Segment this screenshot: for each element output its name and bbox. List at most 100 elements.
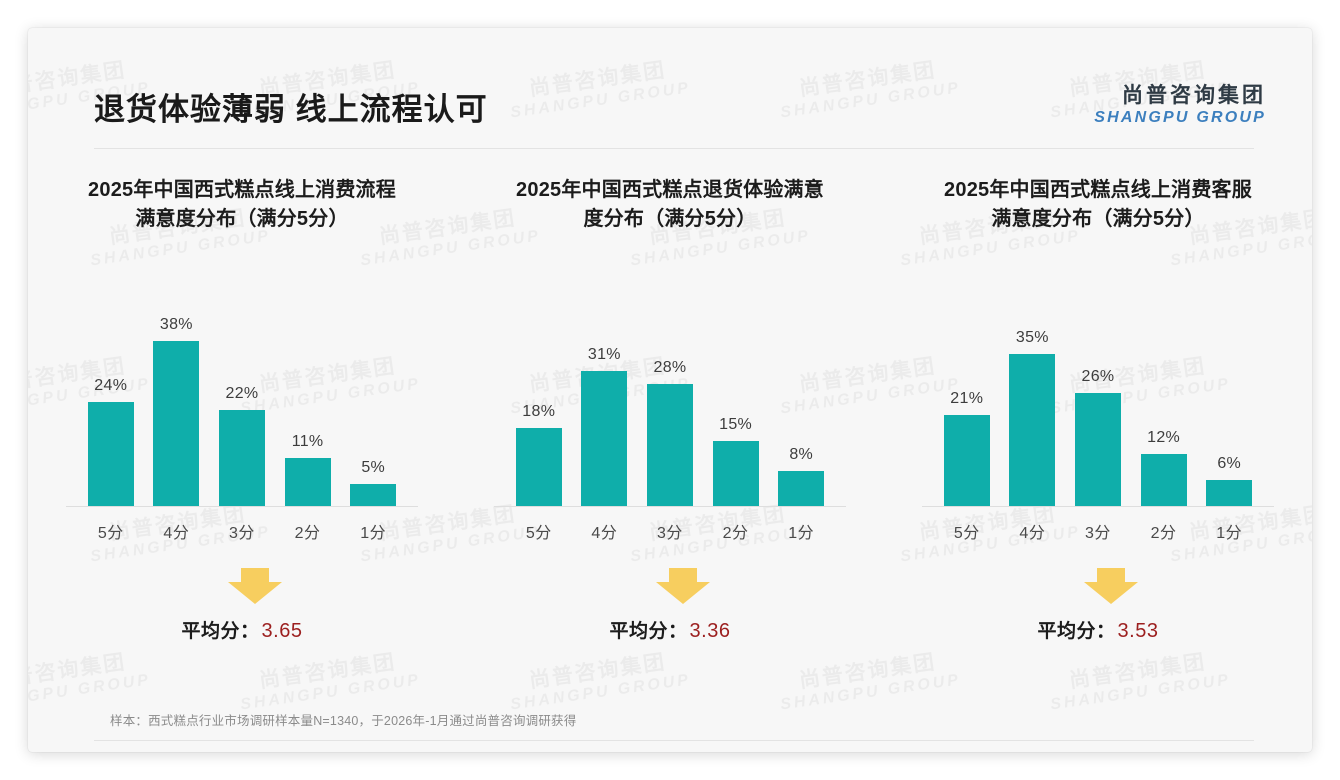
x-axis-tick-label: 1分 [360,525,387,542]
bar-item: 5% [342,306,404,506]
bar-item: 8% [770,306,832,506]
bar-item: 22% [211,306,273,506]
brand-logo: 尚普咨询集团 SHANGPU GROUP [1094,84,1266,127]
bar-value-label: 24% [94,377,128,394]
footer-divider [94,740,1254,741]
charts-row: 2025年中国西式糕点线上消费流程满意度分布（满分5分） 24% 38% 22% 11… [28,176,1312,676]
slide-header: 退货体验薄弱 线上流程认可 尚普咨询集团 SHANGPU GROUP [28,28,1312,127]
bar-item: 21% [936,306,998,506]
down-arrow-icon [656,568,710,604]
bar-item: 6% [1198,306,1260,506]
bar-value-label: 6% [1217,455,1242,472]
x-axis-tick-label: 5分 [953,525,980,542]
sample-footnote: 样本：西式糕点行业市场调研样本量N=1340，于2026年-1月通过尚普咨询调研… [110,714,577,728]
bar-value-label: 26% [1081,368,1115,385]
bar-value-label: 11% [291,433,324,450]
chart-title-3: 2025年中国西式糕点线上消费客服满意度分布（满分5分） [944,179,1252,230]
chart-panel-2: 2025年中国西式糕点退货体验满意度分布（满分5分） 18% 31% 28% 15% 8… [456,176,884,676]
bar-value-label: 38% [159,316,193,333]
bar [284,458,331,506]
logo-chinese-text: 尚普咨询集团 [1122,84,1266,107]
bar [1206,480,1253,506]
bar-item: 35% [1002,306,1064,506]
x-axis-tick-label: 1分 [1216,525,1243,542]
down-arrow-icon [228,568,282,604]
bar-value-label: 21% [950,390,984,407]
chart-plot-3: 21% 35% 26% 12% 6% 5分 4分 3分 2分 1分 [884,284,1312,552]
bar-item: 12% [1133,306,1195,506]
average-score-2: 平均分： 3.36 [456,616,884,643]
average-score-1: 平均分： 3.65 [28,616,456,643]
x-axis-tick-label: 3分 [657,525,683,542]
bar [646,384,693,506]
x-axis-tick-label: 4分 [1019,525,1046,542]
x-axis-line-1 [66,506,418,507]
bar-value-label: 31% [587,346,621,363]
bar [515,428,562,506]
slide-footer: ©2026.1 SHANGPU GROUP www.shangpu-china.… [28,740,1312,752]
x-axis-tick-label: 5分 [97,525,124,542]
x-axis-tick-label: 2分 [722,525,749,542]
bar-value-label: 15% [719,416,753,433]
bar [581,371,628,506]
x-axis-line-3 [922,506,1274,507]
bar-value-label: 5% [361,459,386,476]
chart-plot-2: 18% 31% 28% 15% 8% 5分 4分 3分 2分 1分 [456,284,884,552]
bar-value-label: 35% [1015,329,1049,346]
bar-item: 24% [80,306,142,506]
bar [1140,454,1187,506]
page-title: 退货体验薄弱 线上流程认可 [94,92,488,127]
bar-group-3: 21% 35% 26% 12% 6% [936,306,1260,506]
logo-english-text: SHANGPU GROUP [1094,109,1266,127]
bar [778,471,825,506]
bar-value-label: 12% [1147,429,1181,446]
average-label-3: 平均分： [1037,621,1116,642]
average-value-1: 3.65 [261,620,303,642]
bar-item: 31% [574,306,636,506]
down-arrow-icon [1084,568,1138,604]
x-axis-labels-2: 5分 4分 3分 2分 1分 [508,514,832,548]
bar [1074,393,1121,506]
bar-value-label: 22% [225,385,259,402]
bar-value-label: 8% [789,446,814,463]
average-label-1: 平均分： [181,621,260,642]
bar-value-label: 18% [522,403,556,420]
bar-value-label: 28% [653,359,687,376]
x-axis-tick-label: 3分 [229,525,255,542]
average-score-3: 平均分： 3.53 [884,616,1312,643]
bar-item: 18% [508,306,570,506]
x-axis-tick-label: 1分 [788,525,815,542]
bar [218,410,265,506]
chart-title-2: 2025年中国西式糕点退货体验满意度分布（满分5分） [516,179,824,230]
bar [943,415,990,506]
chart-plot-1: 24% 38% 22% 11% 5% 5分 4分 3分 2分 1分 [28,284,456,552]
x-axis-tick-label: 2分 [1150,525,1177,542]
x-axis-labels-3: 5分 4分 3分 2分 1分 [936,514,1260,548]
chart-panel-3: 2025年中国西式糕点线上消费客服满意度分布（满分5分） 21% 35% 26% 12… [884,176,1312,676]
x-axis-tick-label: 3分 [1085,525,1111,542]
bar [350,484,397,506]
x-axis-tick-label: 5分 [525,525,552,542]
x-axis-tick-label: 2分 [294,525,321,542]
average-block-3: 平均分： 3.53 [884,568,1312,660]
chart-title-1: 2025年中国西式糕点线上消费流程满意度分布（满分5分） [88,179,396,230]
bar-item: 11% [277,306,339,506]
bar-item: 28% [639,306,701,506]
bar [1009,354,1056,506]
bar-item: 15% [705,306,767,506]
x-axis-tick-label: 4分 [591,525,618,542]
bar-group-2: 18% 31% 28% 15% 8% [508,306,832,506]
bar-item: 26% [1067,306,1129,506]
bar-group-1: 24% 38% 22% 11% 5% [80,306,404,506]
x-axis-labels-1: 5分 4分 3分 2分 1分 [80,514,404,548]
bar [153,341,200,506]
x-axis-line-2 [494,506,846,507]
average-value-3: 3.53 [1117,620,1159,642]
bar [87,402,134,506]
average-value-2: 3.36 [689,620,731,642]
x-axis-tick-label: 4分 [163,525,190,542]
bar [712,441,759,506]
bar-item: 38% [146,306,208,506]
chart-panel-1: 2025年中国西式糕点线上消费流程满意度分布（满分5分） 24% 38% 22% 11… [28,176,456,676]
